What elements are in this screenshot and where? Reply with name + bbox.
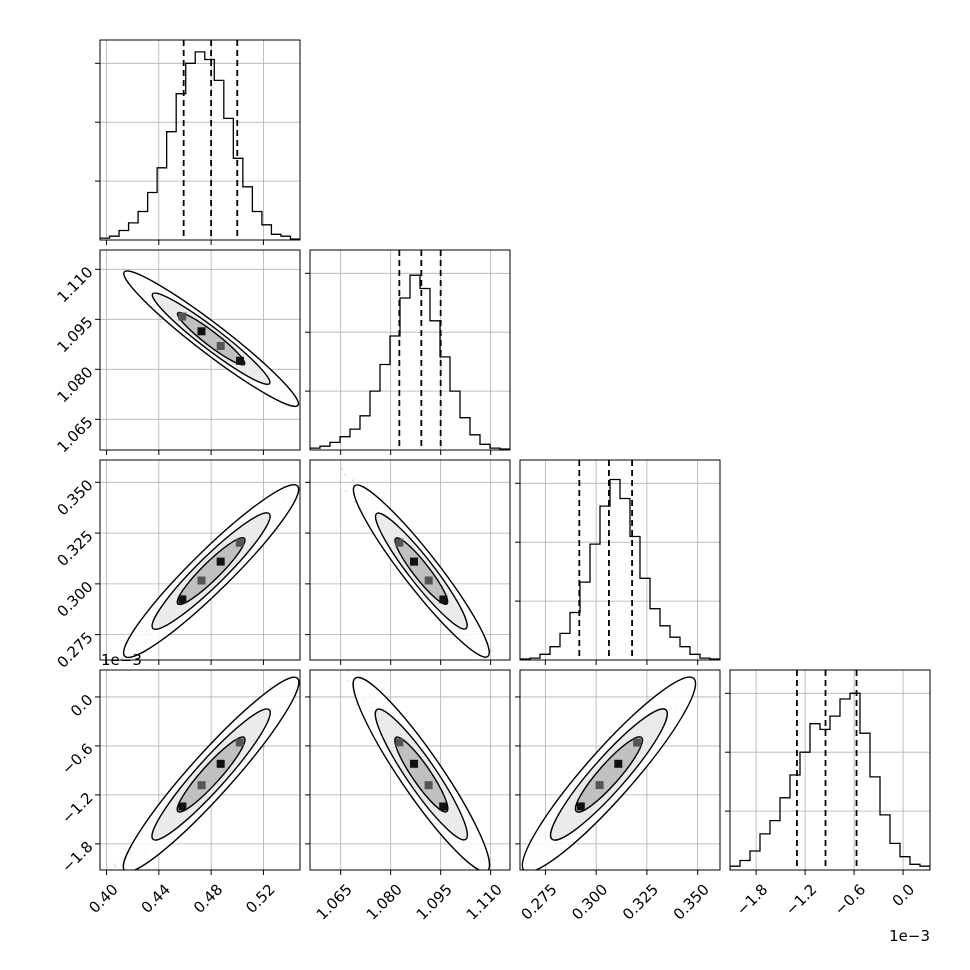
- contour-level-3: [176, 536, 246, 606]
- histogram-step-line: [100, 51, 300, 240]
- sample-point: [113, 863, 116, 866]
- sample-point: [501, 882, 503, 884]
- sample-point: [268, 685, 271, 688]
- scatter-panel-4-3: [509, 669, 721, 882]
- scatter-content: [509, 670, 700, 882]
- sample-point: [80, 237, 82, 239]
- sample-point: [313, 468, 315, 470]
- contour-level-3: [176, 736, 246, 813]
- sample-point: [263, 745, 266, 748]
- sample-point: [355, 703, 358, 706]
- histogram-step-line: [310, 274, 510, 450]
- sample-point: [132, 872, 134, 874]
- sample-point: [307, 404, 309, 406]
- panel-frame: [309, 249, 511, 451]
- density-peak: [235, 538, 244, 547]
- sample-point: [293, 701, 296, 704]
- scatter-content: [115, 468, 315, 677]
- corner-panels: [80, 39, 931, 884]
- density-peak: [439, 802, 448, 811]
- sample-point: [484, 875, 486, 877]
- panel-frame: [309, 459, 511, 661]
- scatter-panel-2-1: [80, 237, 309, 455]
- contour-level-3: [176, 311, 246, 366]
- sample-point: [509, 880, 511, 882]
- sample-point: [459, 857, 463, 861]
- density-peak: [424, 781, 433, 790]
- density-peak: [410, 759, 418, 768]
- density-peak: [410, 557, 418, 566]
- sample-point: [347, 679, 350, 682]
- sample-point: [121, 876, 123, 878]
- scatter-panel-3-2: [305, 459, 512, 666]
- sample-point: [304, 409, 306, 411]
- sample-point: [276, 528, 279, 531]
- density-peak: [424, 576, 433, 585]
- histogram-panel-2: [305, 249, 511, 455]
- contour-level-3: [394, 537, 449, 605]
- panel-frame: [99, 669, 301, 871]
- histogram-panel-1: [95, 39, 301, 245]
- density-peak: [178, 312, 187, 321]
- sample-point: [133, 877, 135, 879]
- panel-frame: [309, 669, 511, 871]
- density-peak: [197, 576, 206, 585]
- density-peak: [216, 342, 225, 350]
- sample-point: [467, 866, 470, 869]
- sample-point: [344, 665, 346, 667]
- sample-point: [515, 876, 517, 878]
- density-peak: [395, 738, 404, 747]
- scatter-content: [340, 467, 512, 666]
- sample-point: [343, 473, 346, 476]
- density-peak: [197, 327, 206, 336]
- density-peak: [216, 557, 225, 566]
- sample-point: [491, 649, 494, 652]
- sample-point: [302, 482, 304, 484]
- density-peak: [178, 595, 187, 604]
- histogram-panel-3: [515, 459, 721, 665]
- contour-level-3: [394, 736, 449, 813]
- scatter-panel-3-1: [95, 459, 315, 677]
- scatter-panel-4-2: [305, 664, 511, 884]
- sample-point: [340, 467, 343, 470]
- panel-frame: [99, 459, 301, 661]
- sample-point: [345, 490, 348, 493]
- sample-point: [495, 662, 497, 664]
- sample-point: [307, 411, 309, 413]
- sample-point: [121, 657, 124, 660]
- sample-point: [478, 879, 480, 881]
- sample-point: [160, 320, 163, 323]
- sample-point: [351, 479, 354, 482]
- density-peak: [197, 781, 206, 790]
- panel-frame: [519, 459, 721, 661]
- panel-frame: [99, 39, 301, 241]
- sample-point: [510, 664, 512, 666]
- scatter-panel-4-1: [95, 669, 301, 881]
- scatter-content: [331, 664, 503, 884]
- sample-point: [124, 876, 126, 878]
- density-peak: [395, 538, 404, 547]
- scatter-content: [113, 676, 300, 881]
- sample-point: [115, 675, 117, 677]
- sample-point: [496, 874, 498, 876]
- density-peak: [235, 738, 244, 747]
- sample-point: [131, 879, 133, 881]
- density-peak: [439, 595, 448, 604]
- density-peak: [178, 802, 187, 811]
- sample-point: [114, 865, 117, 868]
- density-peak: [236, 356, 244, 365]
- sample-point: [331, 664, 333, 666]
- sample-point: [353, 500, 356, 504]
- density-peak: [216, 759, 225, 768]
- scatter-content: [80, 237, 309, 413]
- panel-frame: [99, 249, 301, 451]
- sample-point: [357, 670, 360, 673]
- histogram-step-line: [520, 478, 720, 660]
